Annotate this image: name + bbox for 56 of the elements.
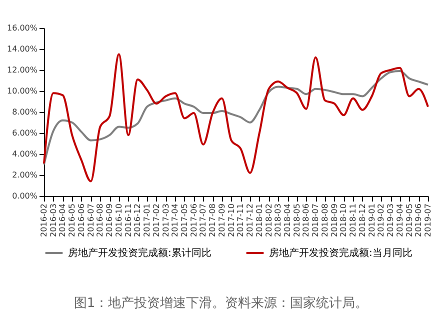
caption: 图1：地产投资增速下滑。资料来源：国家统计局。 (72, 295, 370, 313)
x-tick-label: 2017-06 (189, 204, 198, 237)
x-tick-label: 2016-07 (86, 204, 96, 237)
y-tick-label: 10.00% (6, 86, 38, 96)
x-tick-label: 2017-11 (236, 204, 246, 237)
y-tick-label: 8.00% (12, 108, 38, 116)
x-tick-label: 2018-05 (292, 204, 302, 237)
y-tick-label: 0.00% (12, 192, 38, 200)
x-tick-label: 2016-12 (133, 204, 142, 237)
x-tick-label: 2018-02 (264, 204, 274, 237)
x-tick-label: 2018-01 (254, 204, 264, 237)
x-tick-label: 2018-10 (339, 204, 348, 237)
x-tick-label: 2017-03 (161, 204, 170, 237)
x-tick-label: 2016-08 (96, 204, 105, 237)
legend-label: 房地产开发投资完成额:当月同比 (269, 247, 412, 259)
y-tick-label: 4.00% (12, 150, 38, 158)
x-tick-label: 2016-05 (68, 204, 77, 237)
x-tick-label: 2017-10 (226, 204, 236, 237)
x-tick-label: 2017-12 (246, 204, 255, 237)
x-tick-label: 2019-05 (404, 204, 414, 237)
x-tick-label: 2016-04 (58, 204, 68, 237)
y-tick-label: 14.00% (6, 44, 38, 54)
x-tick-label: 2018-06 (302, 204, 311, 237)
x-tick-label: 2017-09 (217, 204, 226, 237)
y-tick-label: 12.00% (6, 66, 38, 74)
line-series (43, 70, 429, 166)
x-tick-label: 2018-11 (348, 204, 358, 237)
y-tick-label: 2.00% (12, 170, 38, 180)
x-tick-label: 2017-02 (152, 204, 161, 237)
x-tick-label: 2017-07 (198, 204, 208, 237)
y-tick-label: 16.00% (6, 24, 38, 32)
x-tick-label: 2016-06 (76, 204, 86, 237)
x-tick-label: 2017-05 (180, 204, 189, 237)
x-tick-label: 2016-11 (124, 204, 133, 237)
x-tick-label: 2017-08 (208, 204, 218, 237)
x-tick-label: 2018-03 (274, 204, 283, 237)
x-tick-label: 2018-12 (358, 204, 367, 237)
legend-label: 房地产开发投资完成额:累计同比 (68, 247, 212, 259)
x-tick-label: 2019-07 (424, 204, 432, 237)
x-tick-label: 2018-07 (311, 204, 320, 237)
x-tick-label: 2019-06 (414, 204, 424, 237)
x-tick-label: 2019-04 (395, 204, 404, 237)
x-tick-label: 2016-10 (114, 204, 124, 237)
y-tick-label: 6.00% (12, 128, 38, 138)
x-tick-label: 2017-01 (142, 204, 152, 237)
x-tick-label: 2018-04 (283, 204, 292, 237)
x-tick-label: 2018-09 (330, 204, 339, 237)
x-tick-label: 2019-03 (386, 204, 396, 237)
x-tick-label: 2016-03 (48, 204, 58, 237)
x-tick-label: 2019-01 (367, 204, 376, 237)
x-tick-label: 2019-02 (376, 204, 386, 237)
line-series (43, 53, 429, 182)
x-tick-label: 2017-04 (170, 204, 180, 237)
x-tick-label: 2018-08 (320, 204, 330, 237)
x-tick-label: 2016-09 (105, 204, 114, 237)
x-tick-label: 2016-02 (40, 204, 48, 237)
